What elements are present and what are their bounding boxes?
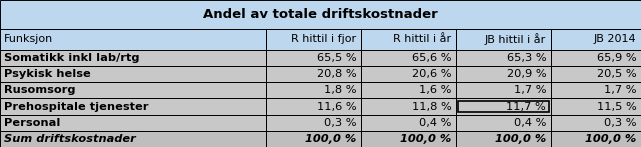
Text: 0,3 %: 0,3 %	[324, 118, 356, 128]
Bar	[266, 82, 361, 98]
Text: 1,7 %: 1,7 %	[513, 85, 546, 95]
Text: Andel av totale driftskostnader: Andel av totale driftskostnader	[203, 8, 438, 21]
Bar	[361, 115, 456, 131]
Bar	[551, 115, 641, 131]
Bar	[266, 66, 361, 82]
Text: 65,3 %: 65,3 %	[506, 53, 546, 63]
Bar	[361, 50, 456, 66]
Bar	[456, 115, 551, 131]
Text: JB hittil i år: JB hittil i år	[485, 33, 546, 45]
Text: 11,5 %: 11,5 %	[597, 102, 637, 112]
Bar	[0, 66, 266, 82]
Text: 20,5 %: 20,5 %	[597, 69, 637, 79]
Text: 20,8 %: 20,8 %	[317, 69, 356, 79]
Bar	[266, 98, 361, 115]
Bar	[0, 131, 266, 147]
Text: 100,0 %: 100,0 %	[305, 134, 356, 144]
Bar	[551, 66, 641, 82]
Bar	[361, 66, 456, 82]
Text: Somatikk inkl lab/rtg: Somatikk inkl lab/rtg	[4, 53, 139, 63]
Bar	[551, 131, 641, 147]
Bar	[361, 98, 456, 115]
Bar	[266, 50, 361, 66]
Bar	[361, 131, 456, 147]
Bar	[266, 131, 361, 147]
Bar	[456, 29, 551, 50]
Bar	[266, 29, 361, 50]
Text: 100,0 %: 100,0 %	[495, 134, 546, 144]
Text: 0,4 %: 0,4 %	[513, 118, 546, 128]
Text: 100,0 %: 100,0 %	[400, 134, 451, 144]
Text: 0,3 %: 0,3 %	[604, 118, 637, 128]
Bar	[266, 115, 361, 131]
Text: 0,4 %: 0,4 %	[419, 118, 451, 128]
Text: 11,8 %: 11,8 %	[412, 102, 451, 112]
Bar	[0, 29, 266, 50]
Bar	[551, 29, 641, 50]
Text: R hittil i fjor: R hittil i fjor	[291, 34, 356, 44]
Bar	[0, 82, 266, 98]
Bar	[551, 98, 641, 115]
Bar	[456, 66, 551, 82]
Text: Sum driftskostnader: Sum driftskostnader	[4, 134, 136, 144]
Text: 20,9 %: 20,9 %	[506, 69, 546, 79]
Text: JB 2014: JB 2014	[594, 34, 637, 44]
Bar	[456, 98, 551, 115]
Text: 1,7 %: 1,7 %	[604, 85, 637, 95]
Text: 65,5 %: 65,5 %	[317, 53, 356, 63]
Text: 1,8 %: 1,8 %	[324, 85, 356, 95]
Bar	[0, 98, 266, 115]
Text: 100,0 %: 100,0 %	[585, 134, 637, 144]
Text: 65,9 %: 65,9 %	[597, 53, 637, 63]
Text: Prehospitale tjenester: Prehospitale tjenester	[4, 102, 148, 112]
Text: 65,6 %: 65,6 %	[412, 53, 451, 63]
Bar	[551, 50, 641, 66]
Text: 11,6 %: 11,6 %	[317, 102, 356, 112]
Bar	[0, 0, 641, 29]
Bar	[458, 101, 549, 112]
Text: Rusomsorg: Rusomsorg	[4, 85, 76, 95]
Bar	[551, 82, 641, 98]
Text: Funksjon: Funksjon	[4, 34, 53, 44]
Text: Psykisk helse: Psykisk helse	[4, 69, 90, 79]
Text: 20,6 %: 20,6 %	[412, 69, 451, 79]
Text: R hittil i år: R hittil i år	[393, 34, 451, 44]
Text: 11,7 %: 11,7 %	[506, 102, 546, 112]
Text: 1,6 %: 1,6 %	[419, 85, 451, 95]
Bar	[361, 82, 456, 98]
Bar	[0, 115, 266, 131]
Bar	[456, 131, 551, 147]
Bar	[0, 50, 266, 66]
Text: Personal: Personal	[4, 118, 60, 128]
Bar	[361, 29, 456, 50]
Bar	[456, 50, 551, 66]
Bar	[456, 82, 551, 98]
